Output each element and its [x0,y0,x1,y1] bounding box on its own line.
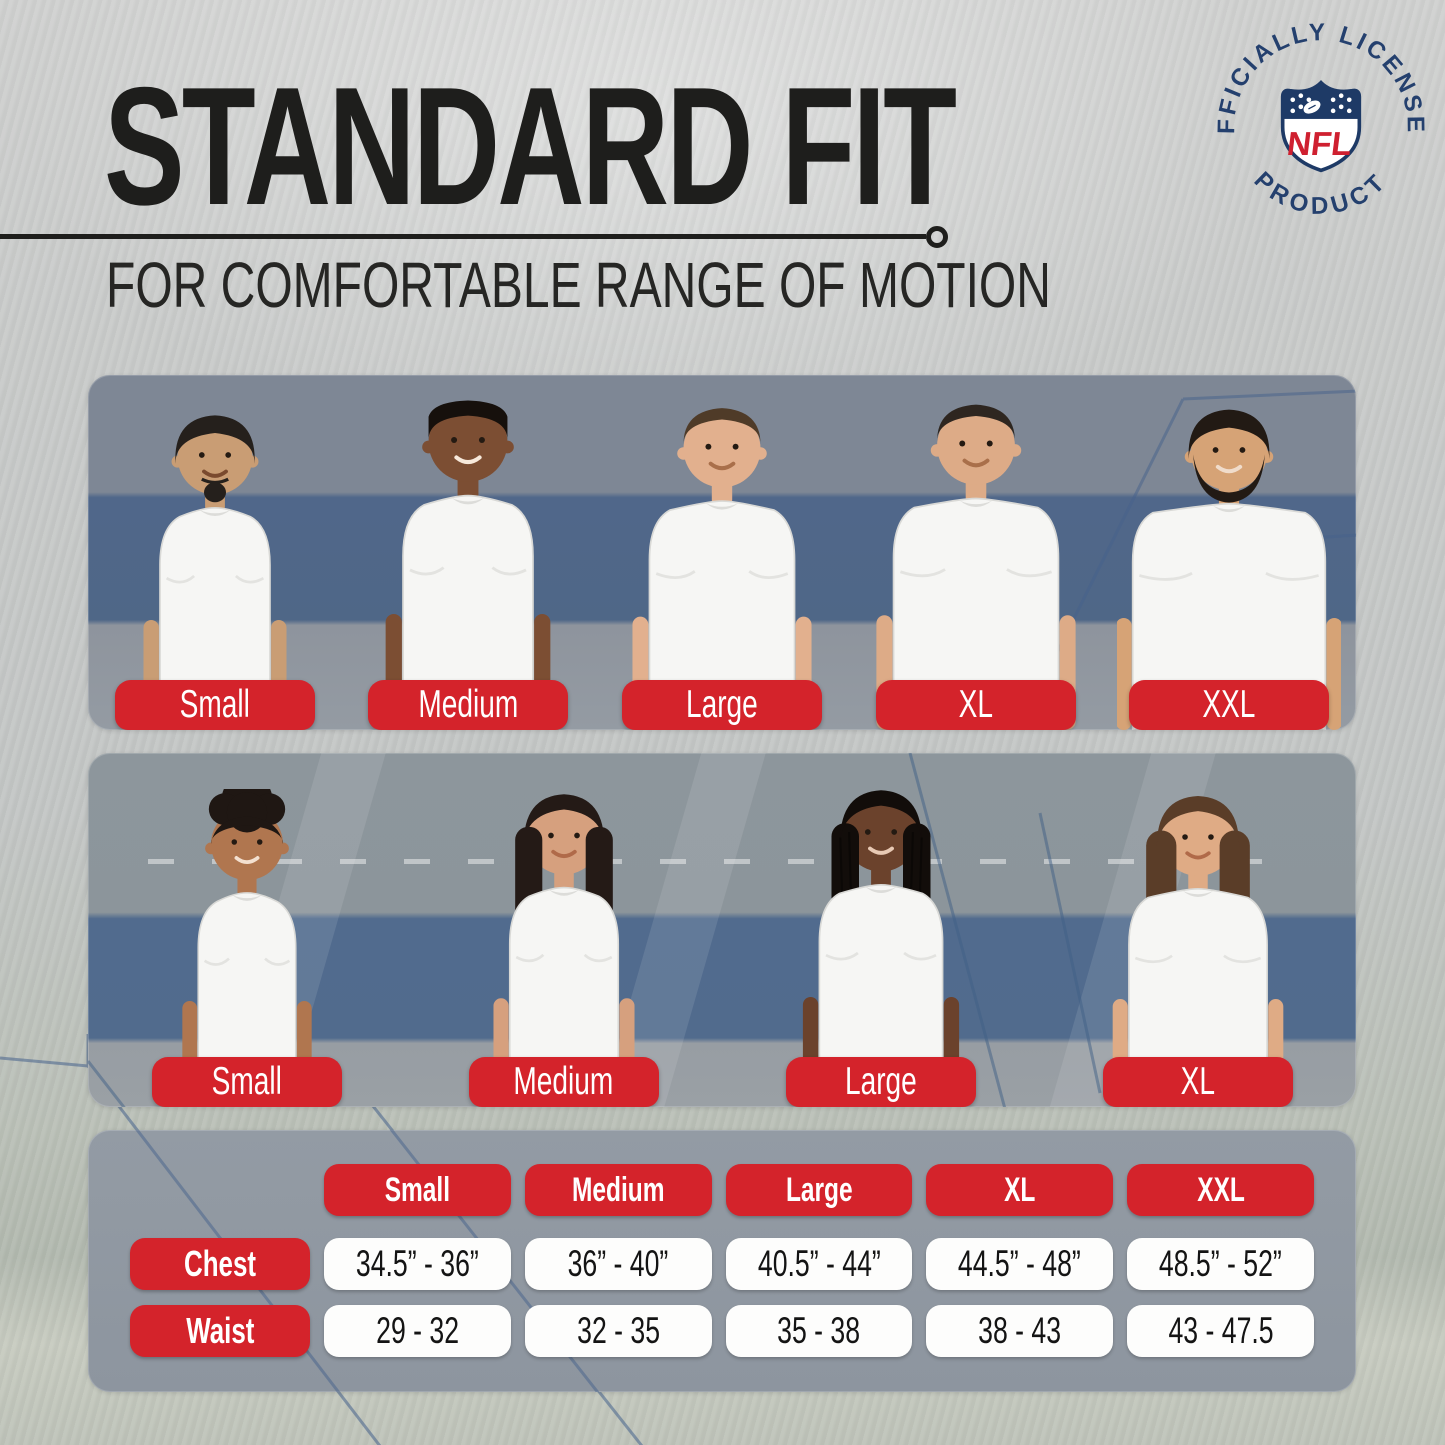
page-subtitle: FOR COMFORTABLE RANGE OF MOTION [106,249,1051,321]
table-corner-spacer [130,1164,310,1216]
size-badge-men-small: Small [114,680,315,730]
table-cell-waist-small: 29 - 32 [324,1305,511,1357]
women-column-xl: XL [1039,753,1356,1107]
table-cell-chest-small: 34.5” - 36” [324,1238,511,1290]
size-badge-women-large: Large [785,1057,976,1107]
size-badge-men-large: Large [621,680,822,730]
svg-text:NFL: NFL [1285,126,1354,163]
men-sizes-panel: Small Medium [88,375,1356,730]
table-cell-waist-large: 35 - 38 [725,1305,913,1357]
women-column-large: Large [722,753,1039,1107]
table-row-waist: Waist 29 - 32 32 - 35 35 - 38 38 - 43 43… [88,1305,1356,1357]
table-cell-waist-xxl: 43 - 47.5 [1127,1305,1314,1357]
women-sizes-panel: Small Medium [88,753,1356,1107]
size-badge-women-small: Small [151,1057,342,1107]
table-row-label-chest: Chest [130,1238,310,1290]
person-figure-man-small [105,400,325,730]
men-column-xl: XL [849,375,1103,730]
nfl-license-badge: OFFICIALLY LICENSED PRODUCT NFL [1204,10,1426,220]
person-figure-man-xl [861,386,1090,730]
men-column-large: Large [595,375,849,730]
table-header-xxl: XXL [1127,1164,1314,1216]
person-figure-man-large [608,390,835,730]
men-column-medium: Medium [342,375,596,730]
person-figure-man-medium [352,382,584,730]
title-rule-end-ring [926,226,948,248]
table-header-row: Small Medium Large XL XXL [88,1164,1356,1216]
table-cell-chest-large: 40.5” - 44” [725,1238,913,1290]
size-badge-women-medium: Medium [468,1057,659,1107]
men-column-xxl: XXL [1102,375,1356,730]
table-header-xl: XL [926,1164,1114,1216]
title-rule [0,234,926,239]
men-column-small: Small [88,375,342,730]
table-row-chest: Chest 34.5” - 36” 36” - 40” 40.5” - 44” … [88,1238,1356,1290]
women-column-medium: Medium [405,753,722,1107]
size-badge-men-xxl: XXL [1129,680,1330,730]
size-badge-women-xl: XL [1102,1057,1293,1107]
size-badge-men-medium: Medium [368,680,569,730]
table-cell-waist-medium: 32 - 35 [524,1305,712,1357]
table-cell-chest-medium: 36” - 40” [524,1238,712,1290]
table-row-label-waist: Waist [130,1305,310,1357]
size-table-panel: Small Medium Large XL XXL Chest 34.5” - … [88,1130,1356,1392]
table-header-small: Small [324,1164,511,1216]
page-title: STANDARD FIT [104,52,957,240]
size-badge-men-xl: XL [875,680,1076,730]
women-column-small: Small [88,753,405,1107]
table-cell-chest-xl: 44.5” - 48” [926,1238,1114,1290]
table-header-large: Large [725,1164,913,1216]
table-cell-chest-xxl: 48.5” - 52” [1127,1238,1314,1290]
table-cell-waist-xl: 38 - 43 [926,1305,1114,1357]
table-header-medium: Medium [524,1164,712,1216]
nfl-shield-icon: NFL [1280,80,1362,173]
license-arc-bottom-text: PRODUCT [1249,167,1394,220]
person-figure-woman-xl [1090,783,1306,1107]
